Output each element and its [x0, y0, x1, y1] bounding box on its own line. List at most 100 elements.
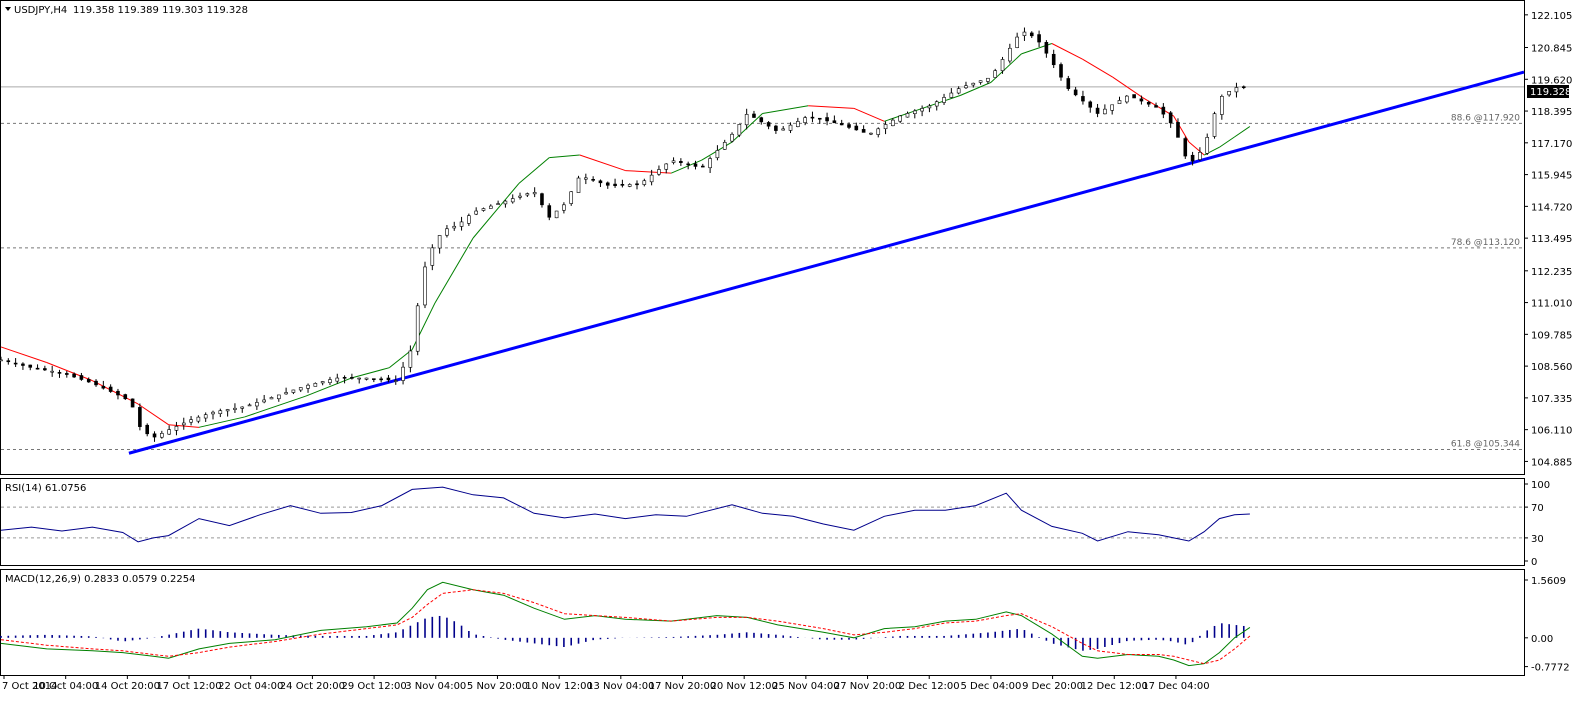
candle-body — [1146, 101, 1151, 105]
candle-body — [1073, 89, 1078, 96]
candle-body — [1015, 36, 1019, 48]
candle-body — [839, 123, 844, 126]
candle-body — [1168, 112, 1173, 124]
fib-level-label: 61.8 @105.344 — [1451, 440, 1520, 450]
candle-body — [152, 433, 157, 438]
candle-body — [357, 377, 362, 380]
candle-body — [1051, 53, 1056, 66]
candle-body — [518, 195, 522, 198]
candle-body — [415, 305, 420, 352]
candle-body — [1044, 42, 1049, 54]
moving-average-segment — [92, 380, 139, 405]
trendline[interactable] — [128, 70, 1525, 455]
x-tick-label: 20 Nov 12:00 — [710, 681, 777, 692]
candle-body — [101, 385, 106, 389]
rsi-line — [0, 486, 1250, 543]
candle-body — [912, 110, 917, 114]
candle-body — [430, 247, 435, 266]
candle-body — [774, 125, 778, 131]
candle-body — [342, 377, 347, 379]
moving-average-segment — [434, 237, 474, 304]
candle-body — [693, 163, 698, 167]
candle-body — [1139, 98, 1144, 102]
candle-body — [108, 386, 113, 392]
candle-body — [437, 235, 442, 249]
candle-body — [781, 128, 786, 131]
candle-body — [364, 377, 369, 380]
candle-body — [1000, 59, 1005, 71]
price-tick-label: 119.620 — [1531, 75, 1572, 86]
moving-average-segment — [351, 367, 390, 379]
candle-body — [627, 184, 632, 187]
candle-body — [488, 205, 493, 209]
candle-body — [6, 360, 11, 363]
candle-body — [452, 225, 457, 229]
candle-body — [189, 419, 193, 423]
x-tick-label: 27 Nov 20:00 — [834, 681, 901, 692]
candle-body — [1176, 122, 1180, 138]
candle-body — [64, 373, 69, 375]
candle-body — [445, 228, 449, 236]
x-tick-label: 5 Dec 04:00 — [960, 681, 1021, 692]
candle-body — [225, 409, 230, 412]
price-tick-label: 107.335 — [1531, 394, 1572, 405]
candle-body — [196, 416, 201, 422]
candle-body — [503, 200, 508, 205]
candle-body — [408, 350, 413, 368]
moving-average-segment — [472, 183, 520, 239]
candle-body — [956, 88, 961, 94]
candle-body — [138, 407, 142, 427]
x-tick-label: 17 Oct 12:00 — [156, 681, 221, 692]
price-tick-label: 117.170 — [1531, 139, 1572, 150]
candle-body — [1125, 95, 1129, 103]
candle-body — [934, 101, 939, 107]
moving-average-segment — [670, 159, 702, 174]
candle-body — [825, 117, 829, 122]
candle-body — [1183, 138, 1188, 157]
candle-body — [920, 108, 924, 112]
candle-body — [1088, 101, 1093, 108]
candle-body — [43, 368, 47, 371]
candle-body — [869, 132, 873, 135]
candle-body — [298, 387, 303, 391]
candle-body — [86, 379, 91, 383]
rsi-tick-label: 30 — [1531, 534, 1544, 545]
candle-body — [160, 433, 164, 438]
candle-body — [0, 359, 3, 362]
candle-body — [467, 215, 471, 224]
candle-body — [94, 380, 98, 386]
macd-tick-label: -0.7772 — [1531, 663, 1570, 674]
candle-body — [313, 383, 318, 387]
x-tick-label: 2 Dec 12:00 — [899, 681, 960, 692]
price-tick-label: 106.110 — [1531, 426, 1572, 437]
candle-body — [496, 203, 500, 205]
candle-body — [752, 113, 756, 118]
macd-line — [0, 581, 1251, 667]
macd-signal-line — [0, 589, 1251, 665]
candle-body — [72, 373, 76, 378]
price-tick-label: 114.720 — [1531, 202, 1572, 213]
candle-body — [847, 124, 851, 128]
candle-body — [986, 77, 990, 82]
moving-average-segment — [137, 403, 169, 426]
candle-body — [328, 379, 332, 383]
moving-average-segment — [853, 107, 885, 122]
symbol-label: USDJPY,H4 — [14, 5, 67, 16]
candle-body — [474, 210, 478, 215]
ohlc-label: 119.358 119.389 119.303 119.328 — [73, 5, 248, 16]
rsi-tick-label: 70 — [1531, 503, 1544, 514]
moving-average-segment — [389, 349, 413, 369]
chart-menu-triangle-icon[interactable] — [5, 7, 11, 11]
candle-body — [123, 394, 128, 400]
candle-body — [759, 117, 764, 123]
candle-body — [722, 142, 727, 150]
current-price-label: 119.328 — [1530, 87, 1571, 98]
candle-body — [591, 178, 595, 181]
price-tick-label: 113.495 — [1531, 234, 1572, 245]
candle-body — [971, 82, 976, 86]
candle-body — [525, 193, 530, 196]
moving-average-segment — [198, 416, 245, 428]
candle-body — [320, 381, 325, 384]
x-tick-label: 25 Nov 04:00 — [772, 681, 839, 692]
